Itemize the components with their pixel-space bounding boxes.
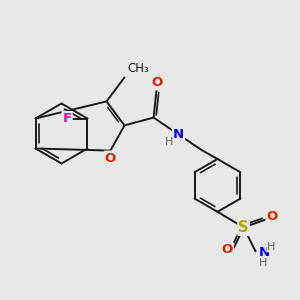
Text: O: O: [105, 152, 116, 165]
Text: H: H: [267, 242, 275, 252]
Text: N: N: [173, 128, 184, 141]
Text: CH₃: CH₃: [127, 62, 149, 75]
Text: O: O: [152, 76, 163, 89]
Text: S: S: [238, 220, 249, 235]
Text: H: H: [259, 258, 267, 268]
Text: H: H: [165, 137, 173, 147]
Text: N: N: [259, 246, 270, 260]
Text: O: O: [222, 243, 233, 256]
Text: O: O: [266, 210, 278, 223]
Text: F: F: [62, 112, 72, 125]
